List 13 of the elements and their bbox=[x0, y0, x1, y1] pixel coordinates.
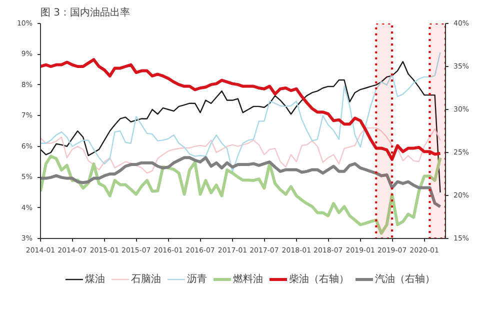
legend-label: 燃料油 bbox=[233, 272, 263, 286]
legend-label: 沥青 bbox=[187, 272, 207, 286]
legend-label: 汽油（右轴） bbox=[375, 272, 435, 286]
line-series bbox=[40, 127, 441, 174]
line-series bbox=[40, 156, 442, 208]
legend-label: 煤油 bbox=[85, 272, 105, 286]
line-series bbox=[40, 60, 441, 194]
line-series bbox=[40, 52, 441, 172]
line-series bbox=[40, 154, 442, 235]
chart-title: 图 3：国内油品出率 bbox=[40, 6, 130, 18]
legend-label: 柴油（右轴） bbox=[289, 272, 349, 286]
legend-label: 石脑油 bbox=[131, 272, 161, 286]
line-series bbox=[40, 58, 442, 161]
